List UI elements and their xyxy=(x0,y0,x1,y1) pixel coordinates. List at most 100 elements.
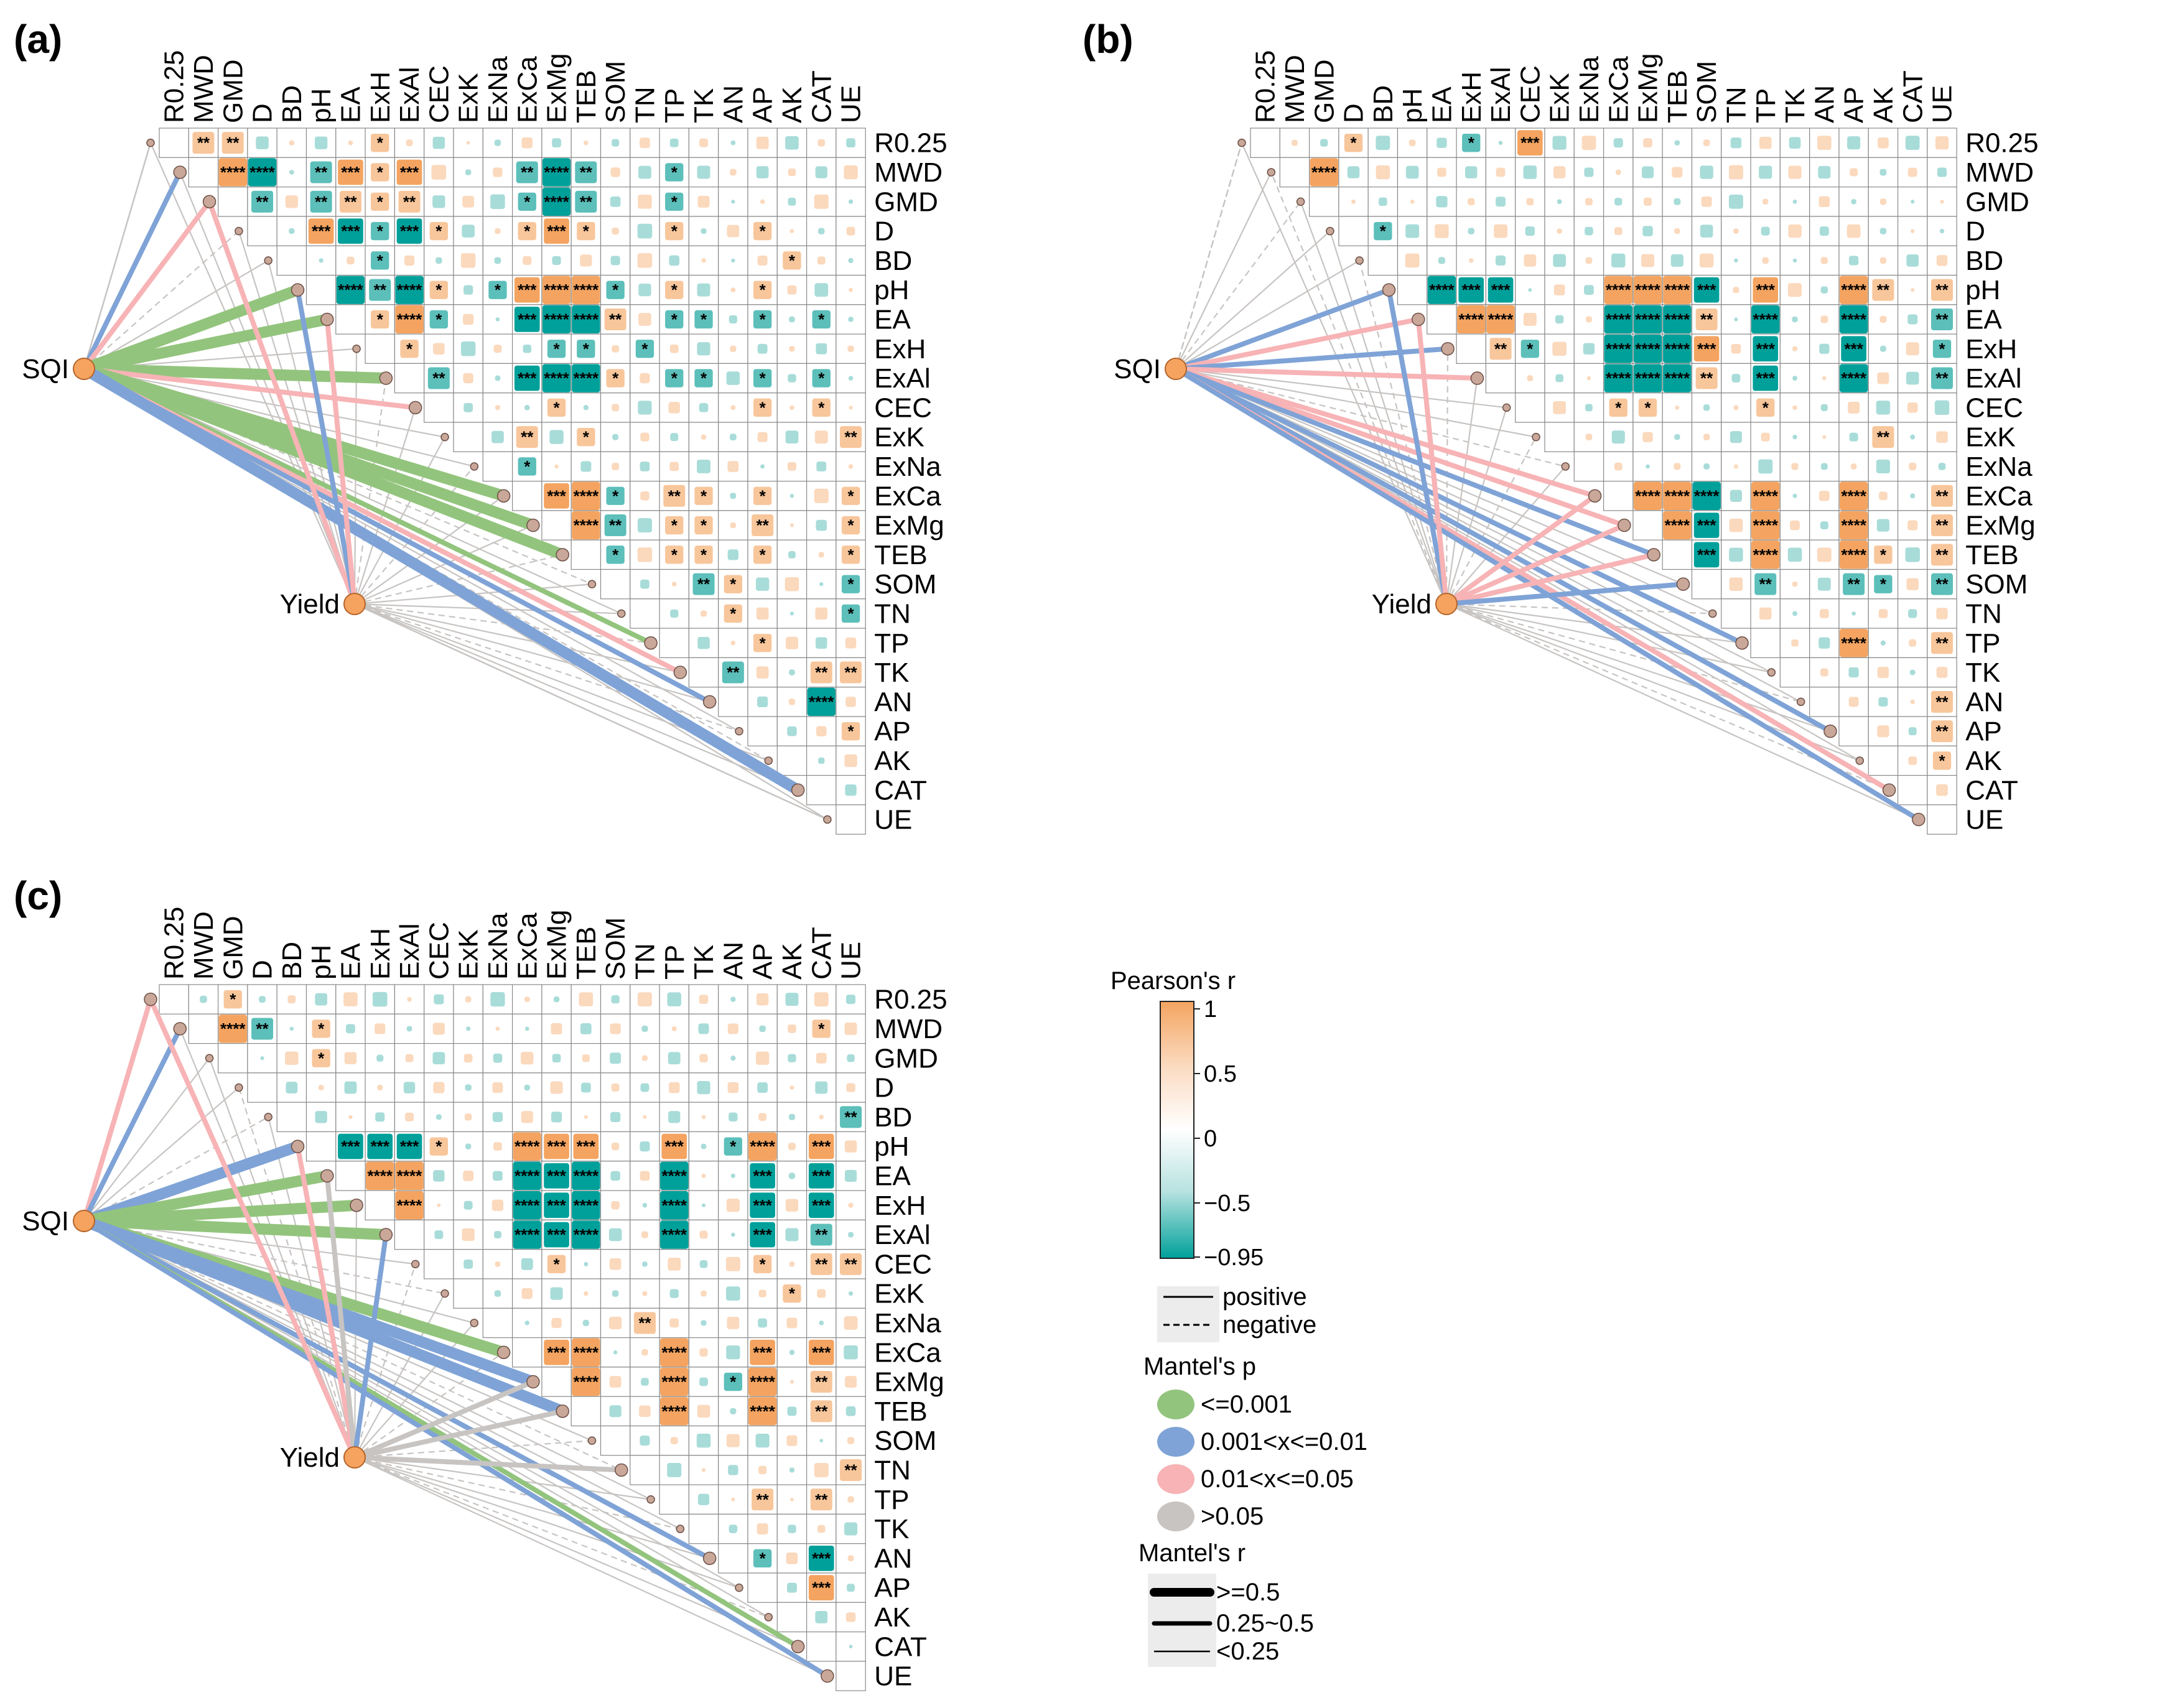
mantel-link xyxy=(1444,552,1657,606)
significance-stars: **** xyxy=(1606,310,1631,328)
correlation-mark xyxy=(612,434,619,440)
correlation-mark xyxy=(787,726,797,736)
correlation-mark xyxy=(729,434,737,441)
significance-stars: * xyxy=(377,163,384,182)
correlation-mark xyxy=(1581,136,1596,151)
mantel-link xyxy=(83,368,592,585)
correlation-mark xyxy=(429,221,449,241)
correlation-mark xyxy=(463,1054,473,1063)
mantel-link xyxy=(352,1379,536,1460)
correlation-mark xyxy=(1344,133,1363,152)
correlation-mark xyxy=(789,494,794,498)
variable-dot xyxy=(1796,697,1805,707)
correlation-mark xyxy=(730,169,737,176)
heatmap-cell xyxy=(570,539,602,570)
row-label: ExK xyxy=(874,422,924,453)
correlation-mark xyxy=(1839,481,1868,510)
correlation-mark xyxy=(1751,541,1780,569)
correlation-mark xyxy=(490,992,505,1007)
variable-dot xyxy=(205,1054,214,1062)
correlation-mark xyxy=(726,1199,740,1212)
column-label: ExK xyxy=(454,73,484,123)
correlation-mark xyxy=(319,258,324,263)
correlation-mark xyxy=(1585,226,1593,236)
correlation-mark xyxy=(1733,405,1739,411)
significance-stars: ** xyxy=(1935,545,1948,564)
significance-stars: ** xyxy=(1935,369,1948,388)
correlation-mark xyxy=(285,195,298,208)
correlation-mark xyxy=(1820,257,1828,264)
variable-dot xyxy=(702,695,717,709)
correlation-mark xyxy=(1693,513,1720,538)
correlation-mark xyxy=(788,197,796,206)
row-label: TN xyxy=(874,1455,911,1485)
significance-stars: * xyxy=(760,1549,766,1567)
correlation-mark xyxy=(1663,364,1692,392)
correlation-mark xyxy=(846,226,855,236)
correlation-mark xyxy=(1553,254,1566,267)
row-label: TK xyxy=(874,657,909,688)
correlation-mark xyxy=(218,158,247,187)
correlation-mark xyxy=(1494,224,1508,238)
variable-dot xyxy=(470,1319,479,1327)
correlation-mark xyxy=(760,464,765,469)
correlation-mark xyxy=(1643,138,1652,148)
correlation-mark xyxy=(1841,336,1866,362)
correlation-mark xyxy=(757,255,768,266)
correlation-mark xyxy=(1695,308,1718,330)
heatmap-cell xyxy=(453,1278,483,1309)
variable-dot xyxy=(526,1375,540,1389)
mantel-link xyxy=(1175,368,1683,585)
correlation-mark xyxy=(493,1171,503,1181)
correlation-mark xyxy=(694,516,713,535)
correlation-mark xyxy=(1347,166,1360,179)
correlation-mark xyxy=(701,1203,706,1207)
correlation-mark xyxy=(251,1018,274,1040)
significance-stars: **** xyxy=(1635,369,1660,388)
correlation-mark xyxy=(670,1437,678,1445)
correlation-mark xyxy=(1911,200,1915,204)
heatmap-cells: ****************************************… xyxy=(159,128,866,835)
heatmap-cell xyxy=(1779,657,1810,688)
correlation-mark xyxy=(494,1290,501,1297)
variable-dot xyxy=(1412,312,1425,327)
correlation-mark xyxy=(1520,340,1540,358)
variable-dot xyxy=(320,312,334,327)
correlation-mark xyxy=(495,1261,501,1267)
correlation-mark xyxy=(542,187,571,216)
heatmap-cell xyxy=(600,569,631,600)
row-label: AN xyxy=(874,1543,912,1574)
mantel-link xyxy=(1173,366,1833,734)
correlation-mark xyxy=(495,317,500,322)
significance-stars: * xyxy=(847,722,854,741)
correlation-mark xyxy=(701,434,707,440)
correlation-mark xyxy=(375,1023,386,1034)
mantel-r-title: Mantel's r xyxy=(1138,1539,1245,1567)
correlation-mark xyxy=(1911,229,1915,233)
significance-stars: **** xyxy=(1488,310,1514,328)
variable-dot xyxy=(821,1669,834,1683)
correlation-mark xyxy=(398,190,421,213)
correlation-mark xyxy=(1872,426,1894,448)
variable-dot xyxy=(1767,668,1776,677)
mantel-link xyxy=(1173,366,1745,646)
column-label: TN xyxy=(1721,86,1751,123)
correlation-mark xyxy=(670,609,679,618)
correlation-mark xyxy=(667,992,681,1006)
correlation-mark xyxy=(285,1051,299,1065)
significance-stars: * xyxy=(1880,545,1887,564)
correlation-mark xyxy=(753,369,772,388)
significance-stars: *** xyxy=(1756,340,1776,358)
correlation-mark xyxy=(1700,225,1713,238)
significance-stars: * xyxy=(641,340,648,358)
correlation-mark xyxy=(1586,376,1591,381)
column-label: AN xyxy=(718,85,748,123)
correlation-mark xyxy=(1552,136,1567,150)
correlation-mark xyxy=(640,373,650,384)
correlation-mark xyxy=(1931,308,1953,330)
positive-label: positive xyxy=(1222,1283,1307,1311)
significance-stars: *** xyxy=(547,1225,566,1244)
column-label: BD xyxy=(277,85,307,123)
correlation-mark xyxy=(518,221,536,241)
correlation-mark xyxy=(844,754,857,768)
